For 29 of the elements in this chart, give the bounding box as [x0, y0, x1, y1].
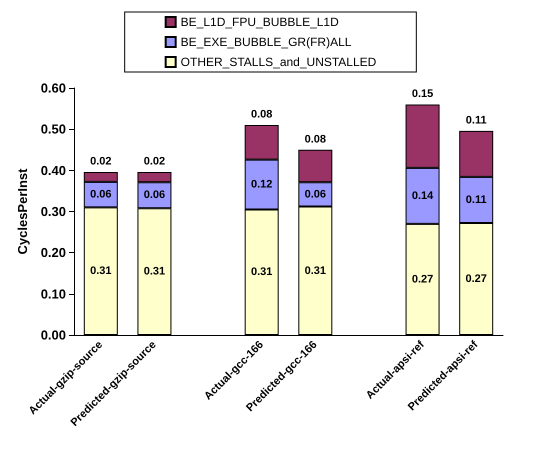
data-label: 0.11 [466, 194, 487, 206]
data-label: 0.31 [250, 266, 272, 278]
data-label: 0.31 [90, 265, 112, 278]
data-label: 0.06 [144, 189, 166, 202]
data-label: 0.11 [466, 114, 487, 126]
legend-label: OTHER_STALLS_and_UNSTALLED [180, 55, 377, 69]
legend-label: BE_EXE_BUBBLE_GR(FR)ALL [180, 35, 352, 49]
y-axis-title: CyclesPerInst [15, 168, 30, 254]
y-tick-label: 0.20 [40, 245, 66, 260]
y-tick-label: 0.00 [40, 328, 66, 342]
data-label: 0.08 [250, 108, 272, 121]
data-label: 0.12 [250, 178, 272, 191]
data-label: 0.02 [90, 155, 112, 168]
data-label: 0.31 [144, 266, 166, 278]
y-tick-label: 0.40 [40, 162, 66, 178]
y-tick-label: 0.50 [40, 122, 66, 137]
data-label: 0.27 [465, 273, 487, 286]
data-label: 0.06 [304, 188, 326, 200]
y-tick-label: 0.30 [40, 204, 66, 219]
data-label: 0.08 [304, 133, 326, 146]
data-label: 0.06 [90, 188, 112, 201]
data-label: 0.31 [304, 264, 326, 277]
data-label: 0.14 [412, 190, 434, 202]
data-label: 0.02 [144, 155, 166, 168]
data-label: 0.15 [412, 88, 434, 100]
legend-label: BE_L1D_FPU_BUBBLE_L1D [180, 15, 340, 29]
y-tick-label: 0.60 [40, 80, 66, 96]
y-tick-label: 0.10 [40, 286, 66, 302]
data-label: 0.27 [412, 273, 434, 286]
